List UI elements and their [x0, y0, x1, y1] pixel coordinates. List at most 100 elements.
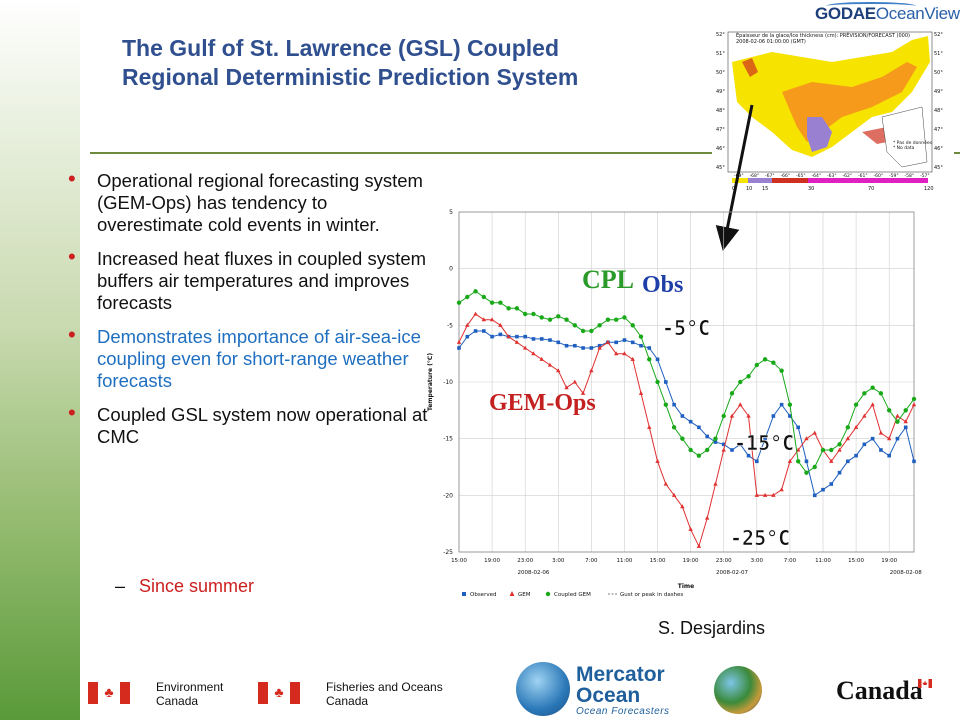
- data-point: [903, 419, 908, 424]
- date-label: 2008-02-08: [890, 570, 922, 576]
- map-colorbar-labels: 0 10 15 30 70 120: [732, 186, 934, 192]
- map-lon-label: -64°: [812, 173, 822, 179]
- data-point: [589, 346, 594, 350]
- data-point: [729, 391, 735, 396]
- mercator-tagline: Ocean Forecasters: [576, 706, 670, 717]
- data-point: [498, 322, 503, 327]
- y-tick-label: -5: [447, 322, 453, 329]
- data-point: [597, 345, 602, 350]
- bullet-list: • Operational regional forecasting system…: [68, 168, 428, 460]
- data-point: [771, 492, 776, 497]
- bullet-text: Demonstrates importance of air-sea-ice c…: [97, 326, 421, 391]
- chart-frame: [458, 211, 915, 553]
- data-point: [878, 391, 884, 396]
- map-lon-label: -66°: [781, 173, 791, 179]
- data-point: [887, 453, 891, 458]
- x-tick-labels: 15:00 19:00 23:00 3:00 7:00 11:00 15:00 19:00 23…: [451, 558, 898, 564]
- data-point: [705, 434, 709, 439]
- data-point: [498, 332, 503, 337]
- annotation-cpl: CPL: [582, 265, 634, 294]
- map-lon-label: -63°: [827, 173, 837, 179]
- data-point: [481, 317, 487, 322]
- bullet-item: • Demonstrates importance of air-sea-ice …: [68, 324, 428, 392]
- data-point: [473, 311, 478, 316]
- data-point: [564, 343, 569, 348]
- title-divider: [90, 152, 960, 154]
- map-ice-purple: [807, 117, 832, 152]
- data-point: [895, 436, 900, 441]
- data-point: [821, 487, 825, 492]
- colorbar-purple: [748, 178, 772, 183]
- data-point: [457, 346, 461, 350]
- data-point: [630, 356, 635, 361]
- data-point: [613, 351, 619, 356]
- data-point: [829, 482, 834, 486]
- data-point: [738, 379, 743, 385]
- map-lat-label: 46°: [716, 146, 725, 152]
- data-point: [605, 317, 611, 322]
- data-point: [522, 345, 528, 350]
- data-point: [713, 440, 718, 444]
- x-tick-label: 3:00: [751, 558, 764, 564]
- data-point: [482, 329, 486, 333]
- author-credit: S. Desjardins: [658, 618, 766, 638]
- data-point: [870, 385, 875, 390]
- data-point: [663, 481, 669, 486]
- map-lat-label: 51°: [934, 51, 943, 57]
- map-lat-labels: 52° 52° 51° 51° 50° 50° 49° 49° 48° 48° 47° 47° 46° 4…: [716, 32, 943, 171]
- map-lat-label: 45°: [934, 165, 943, 171]
- map-lat-label: 49°: [934, 89, 943, 95]
- map-lat-label: 47°: [716, 127, 725, 133]
- data-point: [639, 343, 643, 348]
- bullet-dot-icon: •: [68, 244, 76, 269]
- x-tick-label: 15:00: [650, 558, 666, 564]
- data-point: [548, 338, 552, 342]
- x-tick-label: 19:00: [683, 558, 699, 564]
- ice-thickness-map: Épaisseur de la glace/Ice thickness (cm)…: [712, 22, 954, 192]
- data-point: [522, 311, 528, 317]
- data-point: [788, 414, 792, 418]
- data-point: [539, 356, 544, 361]
- data-point: [746, 374, 751, 379]
- data-point: [589, 368, 594, 373]
- map-lat-label: 52°: [716, 32, 725, 38]
- data-point: [647, 346, 652, 350]
- data-point: [655, 379, 660, 385]
- map-lon-label: -62°: [843, 173, 853, 179]
- map-colorbar-label: 70: [868, 186, 874, 192]
- map-lon-label: -57°: [920, 173, 930, 179]
- data-point: [680, 414, 685, 418]
- data-point: [605, 339, 611, 344]
- data-point: [754, 492, 760, 497]
- date-label: 2008-02-07: [716, 570, 748, 576]
- map-lat-label: 48°: [934, 108, 943, 114]
- data-point: [804, 470, 809, 475]
- series-line-gem: [458, 313, 915, 548]
- x-axis-label: Time: [678, 583, 694, 590]
- godae-logo: GODAEOceanView: [815, 4, 960, 24]
- sub-bullet-text: Since summer: [139, 576, 255, 596]
- data-point: [713, 436, 718, 441]
- data-point: [812, 464, 817, 470]
- data-point: [779, 487, 784, 492]
- map-lon-label: -68°: [750, 173, 760, 179]
- data-point: [911, 396, 917, 402]
- chart-legend: Observed GEM Coupled GEM Gust or peak in da…: [462, 591, 683, 598]
- data-point: [638, 390, 644, 395]
- data-point: [489, 300, 495, 305]
- map-arrow-icon: [715, 104, 754, 251]
- data-point: [845, 436, 851, 441]
- data-point: [688, 447, 693, 453]
- data-point: [630, 340, 635, 345]
- data-point: [489, 317, 495, 322]
- data-point: [456, 339, 462, 344]
- y-tick-label: -20: [443, 492, 453, 499]
- data-point: [622, 315, 627, 320]
- left-decorative-band: [0, 0, 80, 720]
- y-tick-label: 5: [449, 209, 453, 216]
- data-point: [622, 338, 627, 342]
- bullet-item: • Operational regional forecasting system…: [68, 168, 428, 236]
- data-point: [886, 436, 892, 441]
- data-point: [704, 515, 710, 520]
- mercator-ocean-logo: Mercator Ocean: [576, 664, 665, 706]
